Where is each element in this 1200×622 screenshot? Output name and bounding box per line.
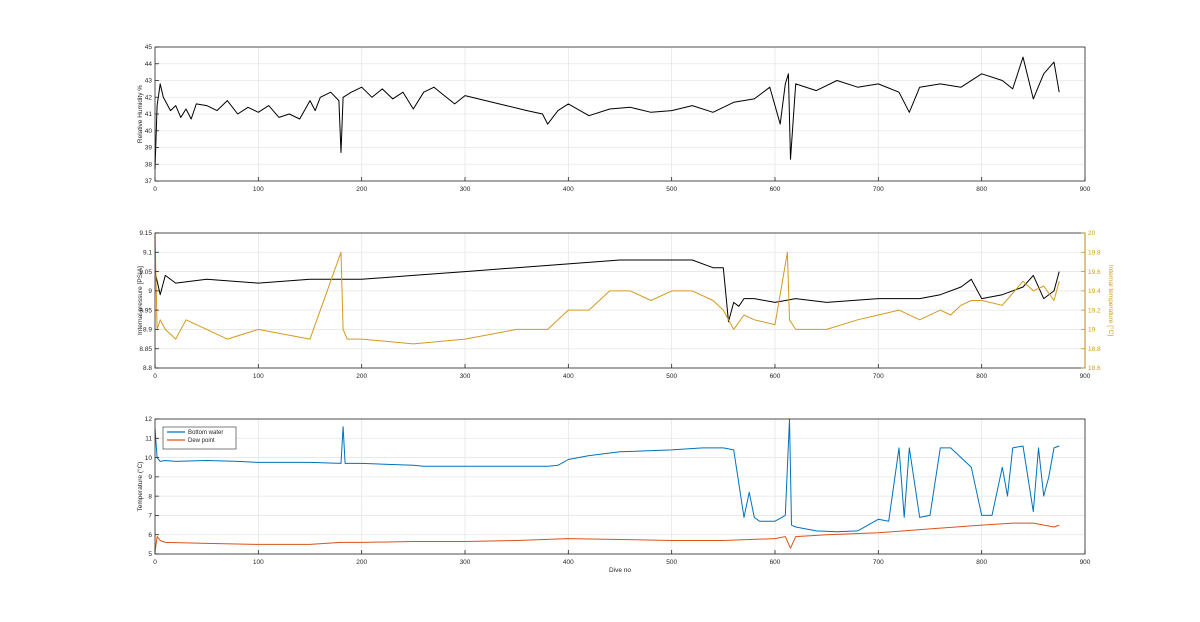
y-axis-label: Relative Humidity % [137, 85, 144, 143]
y-tick-label: 9 [148, 288, 152, 295]
y-tick-label: 43 [145, 78, 153, 85]
x-tick-label: 600 [770, 559, 781, 566]
x-tick-label: 900 [1080, 559, 1091, 566]
y2-tick-label: 18.6 [1088, 365, 1101, 372]
x-tick-label: 800 [976, 186, 987, 193]
y-tick-label: 9 [148, 474, 152, 481]
x-tick-label: 500 [666, 373, 677, 380]
y-tick-label: 9.1 [143, 249, 152, 256]
y2-tick-label: 19.8 [1088, 249, 1101, 256]
axes-box [154, 232, 1086, 369]
x-tick-label: 100 [253, 186, 264, 193]
legend: Bottom water Dew point [162, 426, 237, 450]
x-tick-label: 900 [1080, 186, 1091, 193]
y-tick-label: 8.8 [143, 365, 152, 372]
axes-box [154, 418, 1086, 555]
y2-tick-label: 19.6 [1088, 269, 1101, 276]
x-tick-label: 200 [356, 559, 367, 566]
x-tick-label: 500 [666, 559, 677, 566]
x-tick-label: 300 [460, 373, 471, 380]
y-tick-label: 5 [148, 551, 152, 558]
series-line-0 [154, 56, 1060, 170]
series-line-0 [154, 259, 1060, 323]
x-tick-label: 400 [563, 186, 574, 193]
y2-tick-label: 19 [1088, 327, 1096, 334]
temperature-axes: 0 100 200 300 400 500 600 700 800 900 5 6 7 8 9 10 11 12 T… [136, 416, 1091, 574]
y-tick-label: 11 [145, 435, 152, 442]
y-tick-label: 12 [145, 416, 153, 423]
x-tick-label: 100 [253, 559, 264, 566]
x-tick-label: 300 [460, 186, 471, 193]
x-tick-label: 200 [356, 373, 367, 380]
y2-axis-label: Internal temperature [°C] [1107, 265, 1115, 336]
x-tick-label: 400 [563, 559, 574, 566]
pressure-temperature-axes: 0 100 200 300 400 500 600 700 800 900 8.8 8.85 8.9 8.… [137, 230, 1115, 380]
y-tick-label: 41 [145, 111, 153, 118]
humidity-axes: 0 100 200 300 400 500 600 700 800 900 37 38 39 40 41 42… [137, 44, 1091, 193]
x-tick-label: 700 [873, 186, 884, 193]
y-tick-label: 44 [145, 61, 153, 68]
x-tick-label: 200 [356, 186, 367, 193]
x-tick-label: 800 [976, 373, 987, 380]
series-line-dew-point [154, 522, 1060, 553]
y-axis-label: Temperature (°C) [136, 462, 144, 512]
y2-tick-label: 19.4 [1088, 288, 1101, 295]
x-tick-label: 0 [153, 559, 157, 566]
y-tick-label: 9.15 [139, 230, 152, 237]
y-tick-label: 38 [145, 161, 153, 168]
y-tick-label: 6 [148, 532, 152, 539]
x-tick-label: 0 [153, 373, 157, 380]
y-tick-label: 8.9 [143, 327, 152, 334]
x-tick-label: 700 [873, 559, 884, 566]
x-tick-label: 300 [460, 559, 471, 566]
y-tick-label: 39 [145, 145, 153, 152]
x-tick-label: 100 [253, 373, 264, 380]
y2-tick-label: 20 [1088, 230, 1096, 237]
y-tick-label: 8 [148, 493, 152, 500]
y-tick-label: 7 [148, 513, 152, 520]
x-tick-label: 900 [1080, 373, 1091, 380]
x-tick-label: 600 [770, 373, 781, 380]
x-tick-label: 500 [666, 186, 677, 193]
legend-label: Bottom water [188, 430, 223, 436]
series-line-bottom-water [154, 418, 1060, 533]
y-tick-label: 37 [145, 178, 153, 185]
y2-tick-label: 19.2 [1088, 307, 1101, 314]
x-axis-label: Dive no [609, 567, 631, 574]
x-tick-label: 700 [873, 373, 884, 380]
y2-tick-label: 18.8 [1088, 346, 1101, 353]
y-axis-label: Internal pressure [PSIA] [137, 266, 144, 335]
y-tick-label: 45 [145, 44, 153, 51]
y-tick-label: 8.95 [139, 307, 152, 314]
y-tick-label: 40 [145, 128, 153, 135]
series-line-1 [154, 232, 1060, 345]
x-tick-label: 800 [976, 559, 987, 566]
x-tick-label: 600 [770, 186, 781, 193]
y-tick-label: 8.85 [139, 346, 152, 353]
y-tick-label: 10 [145, 455, 153, 462]
x-tick-label: 0 [153, 186, 157, 193]
y-tick-label: 42 [145, 94, 153, 101]
legend-label: Dew point [188, 438, 215, 444]
y-tick-label: 9.05 [139, 269, 152, 276]
x-tick-label: 400 [563, 373, 574, 380]
